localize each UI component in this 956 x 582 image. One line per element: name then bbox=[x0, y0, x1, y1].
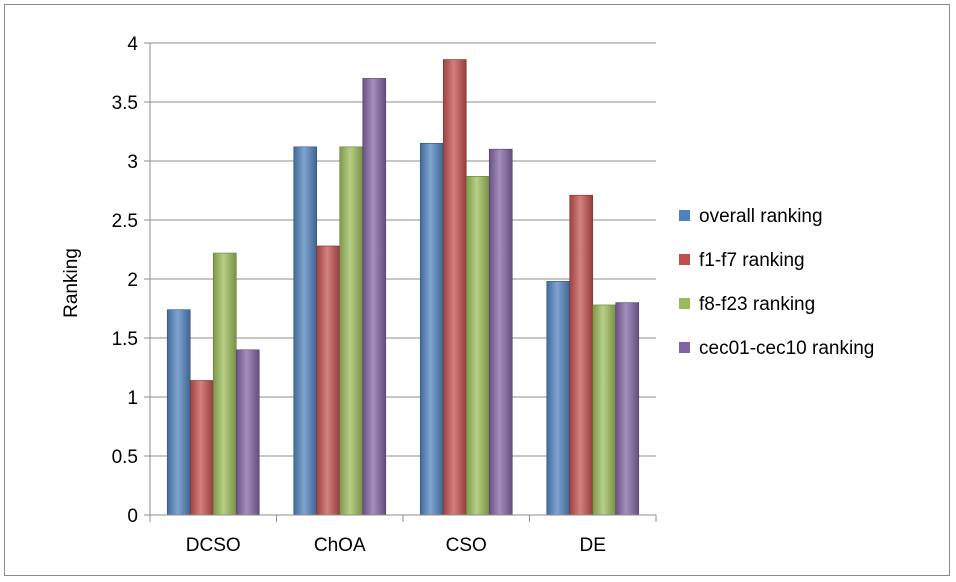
chart-frame: 0 0.5 1 1.5 2 2.5 3 3.5 4 DCSO ChOA CSO DE overall r… bbox=[4, 4, 950, 576]
legend-swatch bbox=[679, 210, 690, 221]
legend-swatch bbox=[679, 254, 690, 265]
bars bbox=[166, 59, 640, 516]
y-tick-label: 3 bbox=[127, 152, 138, 173]
legend: overall ranking f1-f7 ranking f8-f23 ranki… bbox=[679, 206, 874, 359]
y-axis-label: Ranking bbox=[61, 248, 82, 318]
bar-de-series-1 bbox=[546, 281, 571, 516]
legend-label: f1-f7 ranking bbox=[699, 250, 805, 271]
bar-chart: 0 0.5 1 1.5 2 2.5 3 3.5 4 DCSO ChOA CSO DE overall r… bbox=[61, 34, 874, 556]
bar-choa-series-3 bbox=[339, 146, 364, 516]
bar-de-series-3 bbox=[592, 304, 617, 516]
bar-dcso-series-1 bbox=[166, 309, 191, 516]
bar-choa-series-1 bbox=[293, 146, 318, 516]
legend-label: overall ranking bbox=[699, 206, 823, 227]
bar-dcso-series-2 bbox=[189, 380, 214, 516]
bar-cso-series-2 bbox=[442, 59, 467, 516]
x-tick-label: ChOA bbox=[314, 535, 366, 556]
x-tick-label: CSO bbox=[446, 535, 487, 556]
bar-cso-series-1 bbox=[419, 143, 444, 516]
bar-choa-series-2 bbox=[316, 245, 341, 516]
bar-cso-series-4 bbox=[488, 148, 513, 516]
legend-swatch bbox=[679, 342, 690, 353]
y-tick-label: 1 bbox=[127, 388, 138, 409]
bar-de-series-4 bbox=[615, 302, 640, 516]
y-tick-label: 1.5 bbox=[112, 329, 138, 350]
y-tick-label: 0.5 bbox=[112, 447, 138, 468]
bar-dcso-series-4 bbox=[235, 349, 260, 516]
legend-label: f8-f23 ranking bbox=[699, 294, 815, 315]
y-tick-label: 0 bbox=[127, 506, 138, 527]
bar-dcso-series-3 bbox=[212, 252, 237, 516]
y-tick-label: 2 bbox=[127, 270, 138, 291]
y-tick-label: 4 bbox=[127, 34, 138, 55]
axes: 0 0.5 1 1.5 2 2.5 3 3.5 4 DCSO ChOA CSO DE bbox=[112, 34, 657, 556]
bar-de-series-2 bbox=[569, 194, 594, 516]
bar-cso-series-3 bbox=[465, 176, 490, 516]
y-tick-label: 2.5 bbox=[112, 211, 138, 232]
x-tick-label: DE bbox=[580, 535, 606, 556]
y-tick-label: 3.5 bbox=[112, 93, 138, 114]
x-tick-label: DCSO bbox=[186, 535, 241, 556]
legend-label: cec01-cec10 ranking bbox=[699, 338, 874, 359]
legend-swatch bbox=[679, 298, 690, 309]
bar-choa-series-4 bbox=[362, 78, 387, 516]
